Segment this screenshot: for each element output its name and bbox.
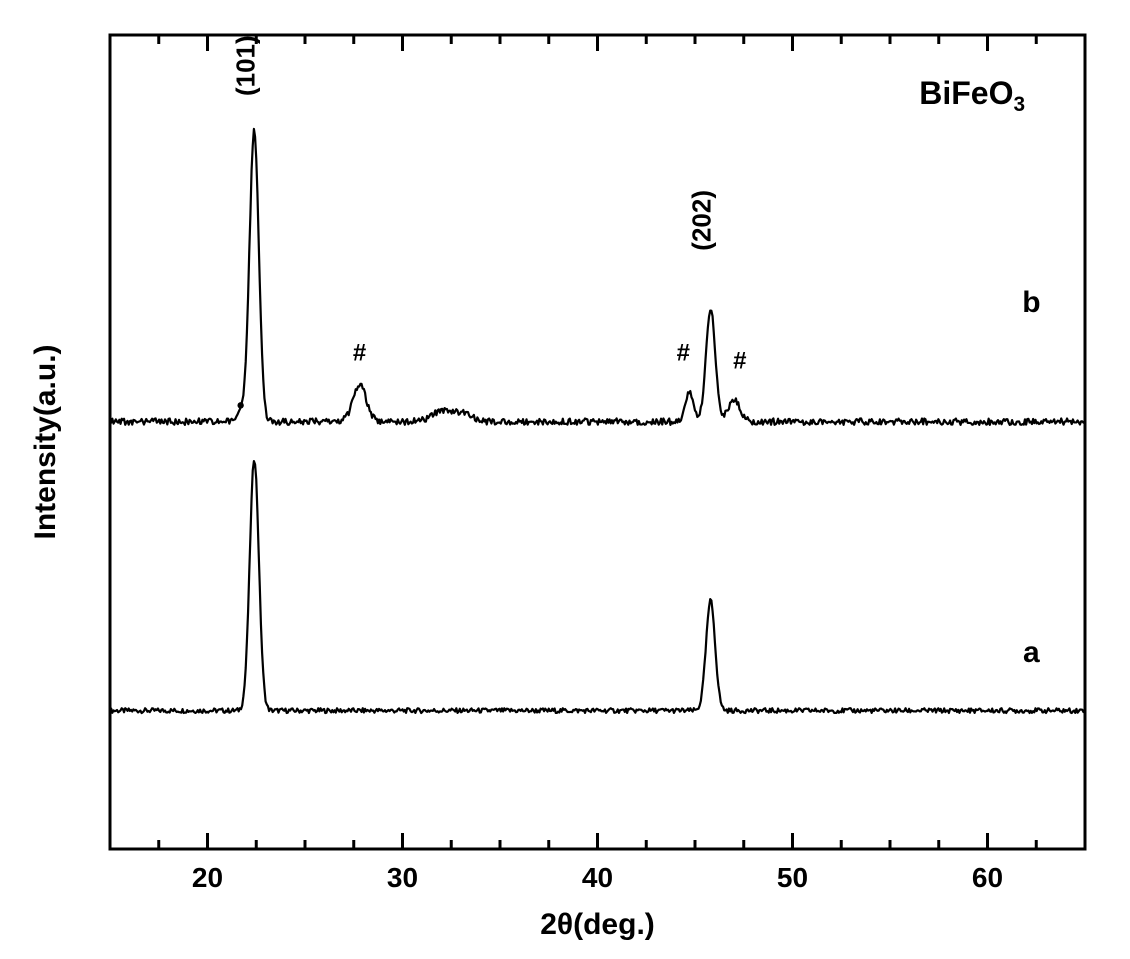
hash-marker-0: # [353,340,366,367]
dot-marker-0 [237,402,243,408]
xtick-label: 30 [387,862,418,893]
miller-(202): (202) [687,190,717,251]
pattern-label-a: a [1023,636,1040,669]
miller-(101): (101) [230,35,260,96]
hash-marker-1: # [677,340,690,367]
compound-label: BiFeO3 [919,75,1025,116]
hash-marker-2: # [733,348,746,375]
xtick-label: 40 [582,862,613,893]
xtick-label: 20 [192,862,223,893]
y-axis-label: Intensity(a.u.) [29,344,62,539]
pattern-label-b: b [1022,286,1040,319]
x-axis-label: 2θ(deg.) [540,908,655,941]
xtick-label: 60 [972,862,1003,893]
xtick-label: 50 [777,862,808,893]
